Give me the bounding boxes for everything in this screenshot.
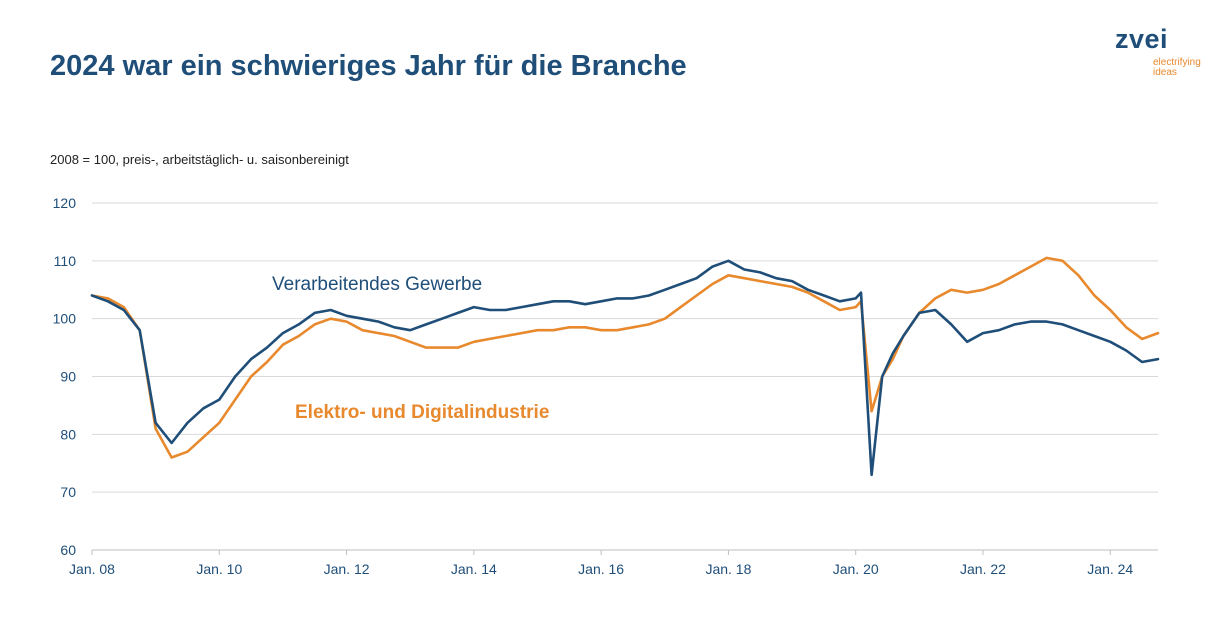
x-tick-label: Jan. 08 [69,561,115,577]
y-tick-label: 60 [60,542,76,558]
logo-tagline-line-2: ideas [1153,67,1177,78]
zvei-logo: zvei electrifying ideas [1115,24,1201,78]
chart-subtitle: 2008 = 100, preis-, arbeitstäglich- u. s… [50,152,349,167]
y-tick-label: 70 [60,484,76,500]
x-tick-label: Jan. 14 [451,561,497,577]
series-line-elektro [90,256,1160,459]
x-tick-label: Jan. 12 [324,561,370,577]
x-tick-label: Jan. 24 [1087,561,1133,577]
series-line-industrie [90,259,1160,477]
x-tick-label: Jan. 18 [705,561,751,577]
page-title: 2024 war ein schwieriges Jahr für die Br… [50,50,687,82]
y-axis-ticks: 60 70 80 90 100 110 120 [53,195,77,558]
grid-lines [92,202,1158,551]
x-tick-label: Jan. 20 [833,561,879,577]
logo-tagline: electrifying ideas [1153,58,1201,78]
logo-tagline-line-1: electrifying [1153,57,1201,68]
x-axis-ticks: Jan. 08 Jan. 10 Jan. 12 Jan. 14 Jan. 16 Jan. … [69,550,1133,577]
x-tick-label: Jan. 22 [960,561,1006,577]
logo-wordmark: zvei [1115,24,1169,54]
x-tick-label: Jan. 16 [578,561,624,577]
y-tick-label: 120 [53,195,77,211]
series-label-elektro: Elektro- und Digitalindustrie [295,402,549,423]
y-tick-label: 80 [60,426,76,442]
y-tick-label: 110 [54,253,77,269]
series-label-industrie: Verarbeitendes Gewerbe [272,274,482,295]
series-lines [90,256,1160,477]
y-tick-label: 90 [60,369,76,385]
y-tick-label: 100 [53,311,77,327]
x-tick-label: Jan. 10 [196,561,242,577]
